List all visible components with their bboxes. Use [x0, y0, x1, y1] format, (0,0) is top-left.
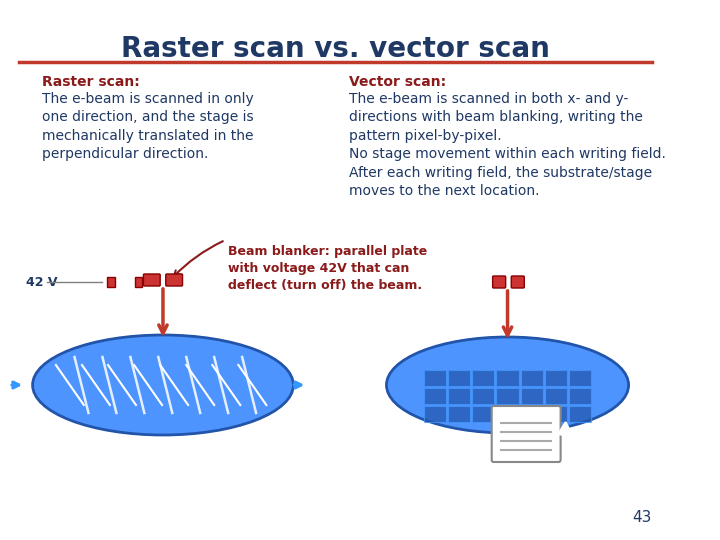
- Bar: [107, 277, 114, 287]
- Text: Beam blanker: parallel plate
with voltage 42V that can
deflect (turn off) the be: Beam blanker: parallel plate with voltag…: [228, 245, 428, 292]
- Bar: [521, 406, 543, 422]
- Ellipse shape: [32, 335, 293, 435]
- Bar: [569, 370, 591, 386]
- Bar: [423, 370, 446, 386]
- Bar: [496, 370, 518, 386]
- Bar: [135, 277, 143, 287]
- FancyBboxPatch shape: [492, 276, 505, 288]
- Bar: [521, 388, 543, 404]
- FancyBboxPatch shape: [511, 276, 524, 288]
- Ellipse shape: [387, 337, 629, 433]
- FancyBboxPatch shape: [143, 274, 160, 286]
- Bar: [423, 406, 446, 422]
- Text: Raster scan vs. vector scan: Raster scan vs. vector scan: [121, 35, 549, 63]
- Text: Vector scan:: Vector scan:: [349, 75, 446, 89]
- Text: The e-beam is scanned in only
one direction, and the stage is
mechanically trans: The e-beam is scanned in only one direct…: [42, 92, 253, 161]
- FancyArrowPatch shape: [559, 423, 572, 435]
- FancyArrowPatch shape: [482, 446, 600, 488]
- Bar: [448, 388, 470, 404]
- Bar: [545, 370, 567, 386]
- Bar: [545, 406, 567, 422]
- Bar: [521, 370, 543, 386]
- Bar: [448, 370, 470, 386]
- Text: The e-beam is scanned in both x- and y-
directions with beam blanking, writing t: The e-beam is scanned in both x- and y- …: [349, 92, 666, 198]
- Bar: [545, 388, 567, 404]
- Text: Raster scan:: Raster scan:: [42, 75, 140, 89]
- Bar: [423, 388, 446, 404]
- Bar: [472, 388, 495, 404]
- Bar: [496, 388, 518, 404]
- Bar: [472, 406, 495, 422]
- Bar: [448, 406, 470, 422]
- Bar: [472, 370, 495, 386]
- Bar: [569, 406, 591, 422]
- Bar: [569, 388, 591, 404]
- Bar: [496, 406, 518, 422]
- FancyBboxPatch shape: [166, 274, 183, 286]
- Text: 43: 43: [632, 510, 652, 525]
- FancyBboxPatch shape: [492, 406, 561, 462]
- Text: 42 V: 42 V: [26, 275, 58, 288]
